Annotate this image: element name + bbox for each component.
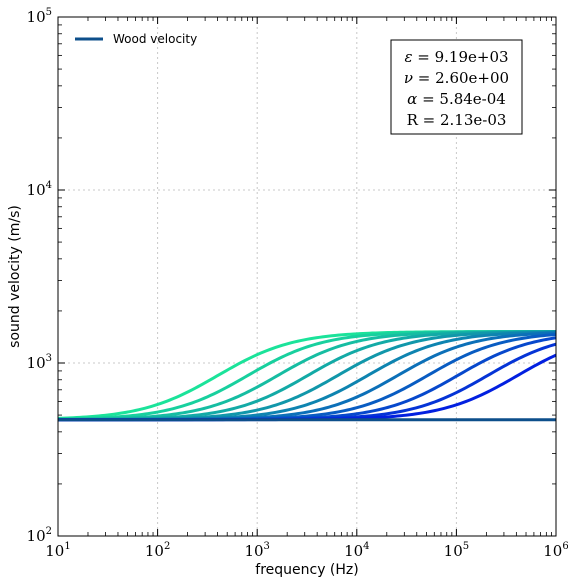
param-epsilon: ε = 9.19e+03 <box>404 48 508 66</box>
y-tick-label-base: 10 <box>27 181 46 199</box>
x-tick-label-exponent: 6 <box>562 541 568 552</box>
x-tick-label: 105 <box>444 541 469 560</box>
param-nu-value: = 2.60e+00 <box>413 69 509 87</box>
x-tick-label: 104 <box>344 541 369 560</box>
y-tick-label-exponent: 3 <box>46 353 52 364</box>
y-tick-label: 103 <box>27 353 52 372</box>
y-tick-label: 104 <box>27 180 52 199</box>
y-tick-label-exponent: 4 <box>46 180 52 191</box>
series-group <box>57 330 557 422</box>
x-tick-label-exponent: 2 <box>164 541 170 552</box>
y-tick-label: 105 <box>27 7 52 26</box>
x-tick-label: 101 <box>45 541 70 560</box>
x-tick-label-base: 10 <box>543 542 562 560</box>
y-tick-label-exponent: 2 <box>46 526 52 537</box>
param-alpha-value: = 5.84e-04 <box>417 90 506 108</box>
param-r-value: = 2.13e-03 <box>418 111 507 129</box>
legend-label-wood-velocity: Wood velocity <box>113 32 197 46</box>
y-axis-label: sound velocity (m/s) <box>7 205 23 348</box>
x-tick-label-exponent: 1 <box>64 541 70 552</box>
param-alpha: α = 5.84e-04 <box>407 90 506 108</box>
param-r: R = 2.13e-03 <box>407 111 507 129</box>
y-tick-label-base: 10 <box>27 527 46 545</box>
param-nu-symbol: ν <box>404 69 413 87</box>
x-tick-label-base: 10 <box>244 542 263 560</box>
parameter-box-frame <box>390 39 523 135</box>
x-tick-label-base: 10 <box>145 542 164 560</box>
x-axis-label: frequency (Hz) <box>255 562 358 578</box>
x-tick-label-exponent: 4 <box>363 541 369 552</box>
legend: Wood velocity <box>75 32 197 46</box>
plot-frame <box>57 16 557 537</box>
y-tick-label: 102 <box>27 526 52 545</box>
x-tick-label-exponent: 3 <box>264 541 270 552</box>
y-tick-label-base: 10 <box>27 354 46 372</box>
y-tick-label-exponent: 5 <box>46 7 52 18</box>
ticks <box>57 16 557 537</box>
param-alpha-symbol: α <box>407 90 417 108</box>
param-nu: ν = 2.60e+00 <box>404 69 509 87</box>
x-tick-label-base: 10 <box>45 542 64 560</box>
y-tick-label-base: 10 <box>27 8 46 26</box>
x-tick-label: 103 <box>244 541 269 560</box>
x-tick-label: 102 <box>145 541 170 560</box>
x-tick-label-base: 10 <box>344 542 363 560</box>
param-epsilon-symbol: ε <box>404 48 412 66</box>
x-tick-label-base: 10 <box>444 542 463 560</box>
param-r-symbol: R <box>407 111 419 129</box>
x-tick-label: 106 <box>543 541 568 560</box>
param-epsilon-value: = 9.19e+03 <box>413 48 509 66</box>
parameter-box: ε = 9.19e+03 ν = 2.60e+00 α = 5.84e-04 R… <box>390 39 523 135</box>
x-tick-label-exponent: 5 <box>463 541 469 552</box>
